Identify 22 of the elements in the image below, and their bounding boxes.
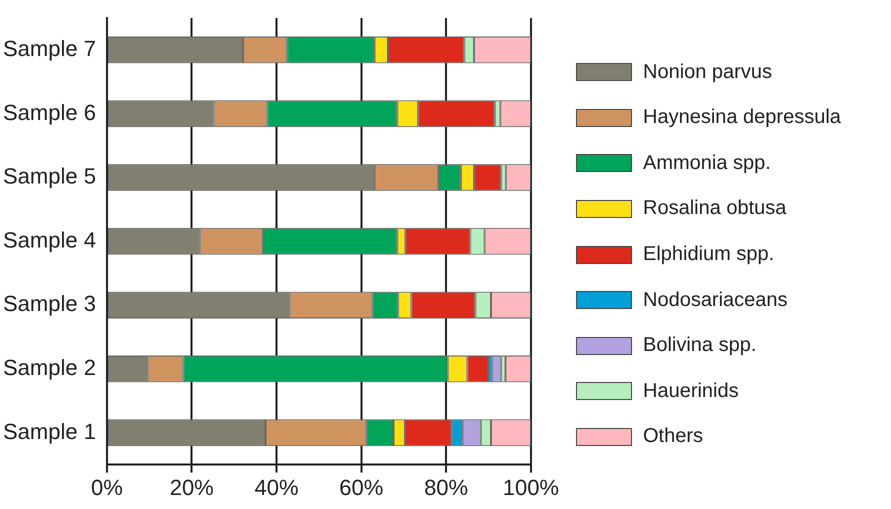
x-tick-label: 80% <box>424 474 468 500</box>
x-tick-label: 0% <box>91 474 123 500</box>
x-tick-label: 60% <box>339 474 384 500</box>
x-tick-label: 40% <box>254 474 299 500</box>
y-tick-label: Sample 4 <box>2 227 96 252</box>
legend-label: Haynesina depressula <box>643 106 841 130</box>
legend-label: Nonion parvus <box>643 60 772 84</box>
y-tick-label: Sample 6 <box>2 100 96 125</box>
x-tick-label: 20% <box>170 474 214 500</box>
legend-label: Others <box>643 425 704 448</box>
y-tick-label: Sample 3 <box>2 291 96 316</box>
legend-label: Ammonia spp. <box>643 152 771 175</box>
legend-label: Nodosariaceans <box>643 288 788 312</box>
legend-label: Elphidium spp. <box>643 243 774 266</box>
legend-label: Hauerinids <box>643 380 739 403</box>
y-tick-label: Sample 2 <box>2 354 96 380</box>
legend-label: Rosalina obtusa <box>643 197 786 220</box>
legend-label: Bolivina spp. <box>643 334 756 358</box>
x-tick-label: 100% <box>502 474 560 500</box>
y-tick-label: Sample 7 <box>2 36 96 61</box>
y-tick-label: Sample 5 <box>2 164 96 189</box>
y-tick-label: Sample 1 <box>2 418 96 444</box>
